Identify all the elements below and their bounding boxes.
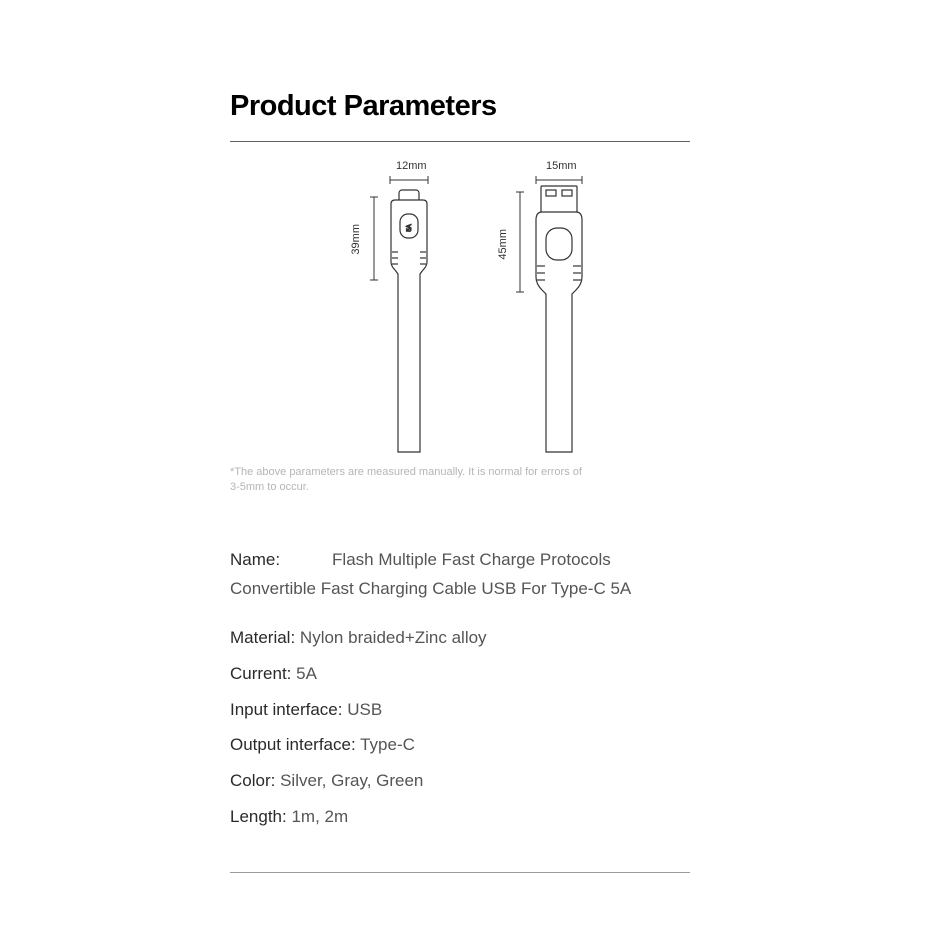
spec-length-value: 1m, 2m — [291, 807, 348, 826]
spec-current-value: 5A — [296, 664, 317, 683]
spec-material-label: Material: — [230, 628, 295, 647]
spec-output-value: Type-C — [360, 735, 415, 754]
spec-list: Name: Flash Multiple Fast Charge Protoco… — [230, 545, 700, 835]
product-parameters-panel: Product Parameters 12mm 15mm 39mm 45mm — [0, 0, 930, 903]
spec-color: Color: Silver, Gray, Green — [230, 763, 700, 799]
spec-input: Input interface: USB — [230, 692, 700, 728]
svg-text:5A: 5A — [407, 224, 413, 231]
dimensions-diagram: 12mm 15mm 39mm 45mm — [230, 162, 690, 457]
page-title: Product Parameters — [230, 90, 870, 123]
spec-material: Material: Nylon braided+Zinc alloy — [230, 620, 700, 656]
spec-name-label: Name: — [230, 550, 280, 569]
spec-output-label: Output interface: — [230, 735, 356, 754]
top-divider — [230, 141, 690, 142]
spec-name-value: Flash Multiple Fast Charge Protocols Con… — [230, 550, 631, 599]
cable-diagram-svg: 5A — [230, 162, 690, 457]
spec-input-label: Input interface: — [230, 700, 342, 719]
spec-current-label: Current: — [230, 664, 291, 683]
spec-material-value: Nylon braided+Zinc alloy — [300, 628, 487, 647]
bottom-divider — [230, 872, 690, 873]
spec-current: Current: 5A — [230, 656, 700, 692]
spec-input-value: USB — [347, 700, 382, 719]
spec-color-value: Silver, Gray, Green — [280, 771, 423, 790]
spec-name: Name: Flash Multiple Fast Charge Protoco… — [230, 545, 700, 605]
spec-output: Output interface: Type-C — [230, 727, 700, 763]
spec-length: Length: 1m, 2m — [230, 799, 700, 835]
spec-length-label: Length: — [230, 807, 287, 826]
measurement-disclaimer: *The above parameters are measured manua… — [230, 465, 590, 495]
spec-color-label: Color: — [230, 771, 275, 790]
